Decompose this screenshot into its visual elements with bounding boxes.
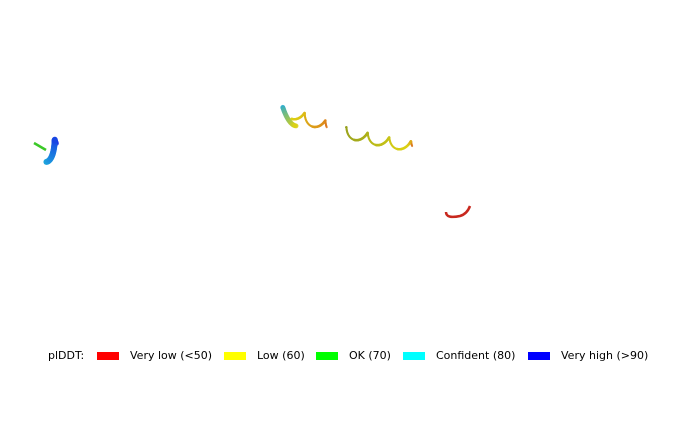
legend-swatch	[403, 352, 425, 360]
legend-label: Very high (>90)	[561, 349, 648, 362]
legend-swatch	[224, 352, 246, 360]
legend-swatch	[316, 352, 338, 360]
legend-label: Very low (<50)	[130, 349, 212, 362]
ribbon-segment	[33, 141, 47, 152]
ribbon-segment	[444, 205, 472, 219]
legend-label: OK (70)	[349, 349, 391, 362]
legend: plDDT: Very low (<50) Low (60) OK (70) Conf…	[48, 349, 648, 362]
legend-swatch	[97, 352, 119, 360]
legend-label: Confident (80)	[436, 349, 515, 362]
legend-swatch	[528, 352, 550, 360]
protein-cartoon	[33, 104, 472, 219]
legend-label: Low (60)	[257, 349, 305, 362]
legend-title: plDDT:	[48, 349, 84, 362]
